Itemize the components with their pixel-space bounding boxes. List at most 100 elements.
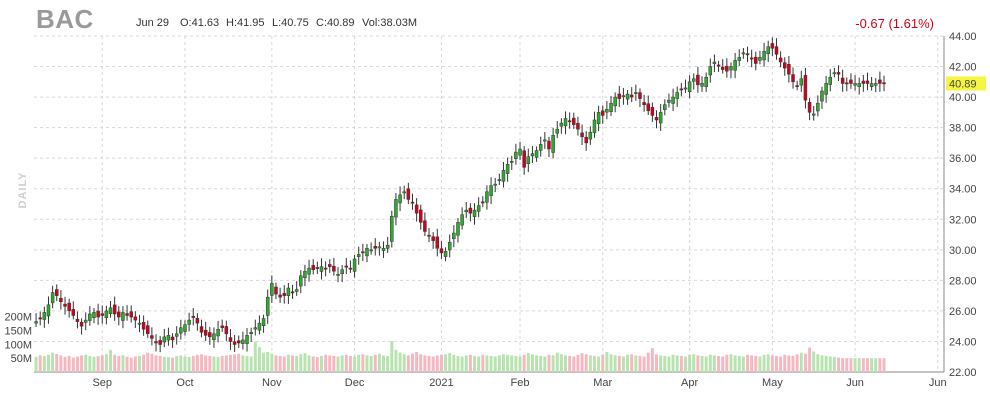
candle — [311, 259, 315, 275]
candle-body — [497, 179, 502, 182]
candle — [79, 318, 84, 335]
volume-bar — [113, 354, 117, 372]
candle-body — [840, 77, 845, 84]
volume-bar — [233, 354, 237, 372]
candle-body — [778, 57, 783, 63]
volume-bar — [100, 355, 104, 372]
volume-bar — [220, 355, 224, 372]
candle-body — [675, 92, 679, 99]
candle-body — [704, 76, 708, 87]
volume-bar — [257, 347, 261, 372]
candle-body — [692, 78, 696, 82]
volume-bar — [485, 355, 489, 372]
candle-body — [67, 302, 71, 312]
volume-bar — [55, 354, 59, 372]
candle — [828, 69, 832, 92]
candle-body — [729, 66, 733, 71]
volume-bar — [171, 357, 175, 372]
volume-bar — [59, 355, 63, 372]
candle-body — [290, 291, 295, 294]
candle — [617, 85, 622, 107]
candle-body — [398, 194, 402, 204]
candle-body — [439, 248, 444, 254]
volume-bar — [328, 355, 332, 372]
candle — [447, 234, 452, 258]
candle — [820, 86, 824, 109]
volume-bar — [791, 355, 795, 372]
volume-bar — [746, 354, 750, 372]
last-price-marker: 40.89 — [946, 76, 986, 91]
volume-bar — [63, 356, 67, 372]
candle — [83, 312, 88, 331]
candle-body — [783, 62, 787, 69]
volume-bar — [125, 356, 129, 372]
candle — [700, 76, 704, 92]
volume-bar — [841, 358, 845, 372]
candle-body — [307, 267, 311, 275]
volume-bar — [249, 356, 253, 372]
candle — [179, 319, 183, 340]
volume-bar — [166, 357, 170, 372]
candle-body — [216, 328, 220, 337]
volume-bar — [675, 355, 679, 372]
candle — [42, 306, 47, 328]
candle — [323, 261, 328, 277]
candle-body — [795, 85, 799, 88]
candle-body — [807, 102, 812, 113]
candle-body — [154, 341, 158, 344]
volume-bar — [783, 354, 787, 372]
candle-body — [696, 74, 700, 86]
candle — [187, 312, 191, 332]
candle — [328, 259, 332, 273]
close-value: C:40.89 — [316, 17, 355, 29]
volume-bar — [336, 356, 340, 372]
candle — [679, 82, 684, 97]
candle-body — [340, 269, 344, 274]
candle-body — [414, 204, 419, 214]
volume-bar — [146, 352, 150, 372]
volume-bar — [832, 357, 836, 372]
candle — [501, 162, 506, 188]
candle-body — [187, 319, 191, 325]
volume-bar — [700, 355, 704, 372]
candle — [526, 148, 531, 173]
volume-bar — [584, 354, 588, 372]
candle-body — [617, 93, 622, 99]
candle-body — [874, 83, 878, 86]
candle-body — [203, 329, 208, 336]
volume-bar — [704, 356, 708, 372]
candle — [315, 261, 320, 275]
volume-bar — [117, 355, 121, 372]
candle-body — [71, 309, 76, 316]
candle-body — [658, 112, 663, 124]
candle — [402, 185, 406, 200]
volume-bar — [204, 355, 208, 372]
candle — [675, 86, 679, 107]
candle — [625, 89, 630, 105]
candle-body — [464, 209, 468, 213]
candle-body — [311, 265, 315, 270]
volume-bar — [861, 358, 865, 372]
candle — [158, 335, 162, 353]
candle-body — [108, 307, 113, 314]
candle-body — [547, 140, 551, 150]
candle — [865, 72, 870, 91]
volume-bar — [303, 353, 307, 372]
volume-bar — [394, 349, 398, 372]
candle — [224, 320, 229, 341]
candle-body — [63, 303, 67, 307]
candle-body — [493, 183, 497, 186]
volume-bar — [365, 355, 369, 372]
candle — [803, 67, 808, 109]
volume-bar — [630, 354, 634, 372]
candle-body — [220, 325, 224, 328]
candle-body — [315, 267, 320, 269]
candle — [476, 197, 481, 218]
candle — [191, 308, 195, 326]
candle — [874, 78, 878, 93]
volume-bar — [592, 355, 596, 372]
volume-bar — [444, 354, 448, 372]
candle-body — [50, 292, 55, 304]
period-label: DAILY — [17, 172, 29, 209]
